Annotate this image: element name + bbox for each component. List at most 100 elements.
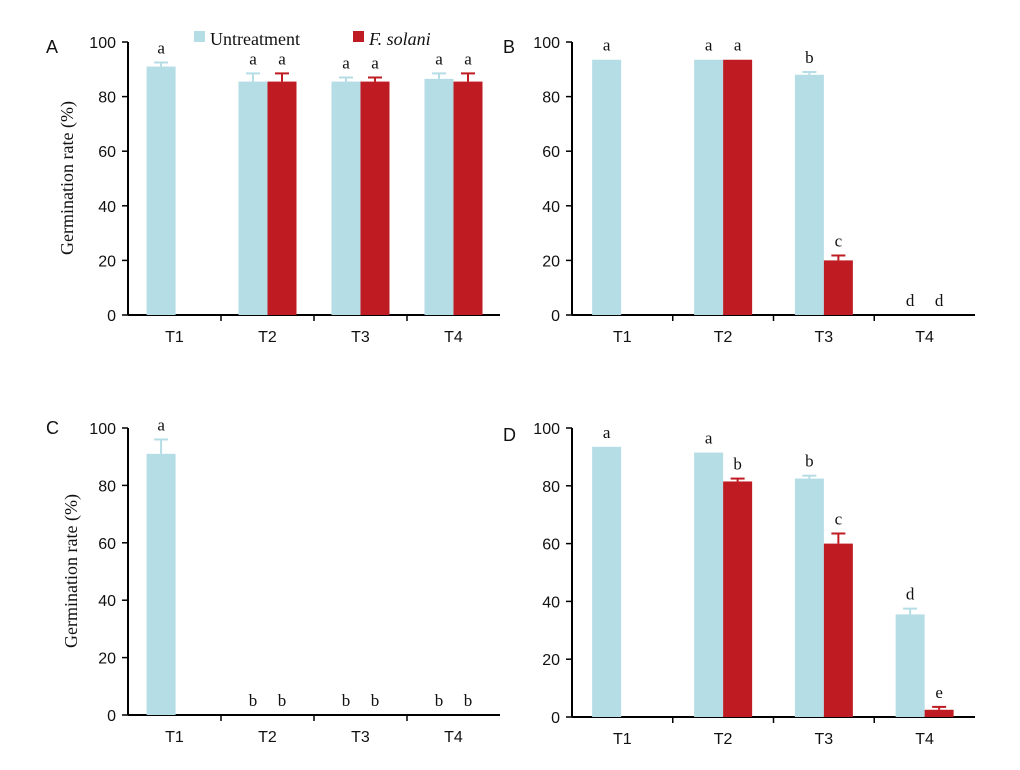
y-tick-label: 60 <box>542 537 560 554</box>
significance-letter: b <box>464 691 473 710</box>
y-tick-label: 40 <box>542 199 560 216</box>
bar-fsolani <box>723 481 753 717</box>
y-tick-label: 60 <box>542 144 560 161</box>
significance-letter: a <box>278 49 286 68</box>
y-tick-label: 40 <box>542 594 560 611</box>
chart-panel-a: A 0 20 40 60 80 100 Germination rate (%) T1 a T2 a a… <box>46 35 500 346</box>
bar-untreatment <box>794 74 824 315</box>
y-tick-label: 0 <box>107 308 116 325</box>
significance-letter: b <box>371 691 380 710</box>
significance-letter: e <box>935 683 943 702</box>
y-tick-label: 100 <box>89 421 116 438</box>
chart-panel-b: B 0 20 40 60 80 100 T1 a T2 a a T3 b c T4 d d <box>503 35 975 346</box>
significance-letter: a <box>157 415 165 434</box>
significance-letter: d <box>935 291 944 310</box>
y-tick-label: 20 <box>98 651 116 668</box>
y-tick-label: 60 <box>98 144 116 161</box>
bar-fsolani <box>267 81 297 316</box>
bar-untreatment <box>424 78 454 315</box>
significance-letter: a <box>157 38 165 57</box>
x-tick-label: T3 <box>815 731 834 748</box>
x-tick-label: T2 <box>714 329 733 346</box>
significance-letter: a <box>734 36 742 55</box>
bar-untreatment <box>694 59 724 316</box>
x-tick-label: T1 <box>165 729 184 746</box>
significance-letter: d <box>906 585 915 604</box>
significance-letter: a <box>705 36 713 55</box>
x-tick-label: T3 <box>351 329 370 346</box>
significance-letter: a <box>464 49 472 68</box>
y-tick-label: 80 <box>542 90 560 107</box>
x-tick-label: T1 <box>165 329 184 346</box>
y-tick-label: 100 <box>533 421 560 438</box>
y-tick-label: 40 <box>98 199 116 216</box>
bar-untreatment <box>694 452 724 717</box>
significance-letter: a <box>435 49 443 68</box>
y-tick-label: 60 <box>98 536 116 553</box>
y-axis-label: Germination rate (%) <box>61 494 82 648</box>
x-tick-label: T2 <box>258 329 277 346</box>
significance-letter: d <box>906 291 915 310</box>
y-tick-label: 80 <box>98 90 116 107</box>
significance-letter: c <box>835 509 843 528</box>
significance-letter: b <box>278 691 287 710</box>
significance-letter: a <box>603 423 611 442</box>
y-tick-label: 80 <box>542 479 560 496</box>
bar-untreatment <box>592 446 622 717</box>
x-tick-label: T4 <box>444 729 463 746</box>
y-tick-label: 0 <box>551 710 560 727</box>
bar-fsolani <box>723 59 753 316</box>
y-tick-label: 80 <box>98 478 116 495</box>
x-tick-label: T1 <box>613 329 632 346</box>
significance-letter: a <box>603 36 611 55</box>
y-tick-label: 100 <box>89 35 116 52</box>
bar-fsolani <box>924 709 954 717</box>
y-axis-label: Germination rate (%) <box>57 101 78 255</box>
significance-letter: a <box>371 53 379 72</box>
x-tick-label: T2 <box>714 731 733 748</box>
panel-label: A <box>46 37 58 57</box>
panel-label: D <box>503 425 516 445</box>
y-tick-label: 20 <box>542 253 560 270</box>
legend: Untreatment F. solani <box>194 29 431 49</box>
bar-untreatment <box>238 81 268 316</box>
bar-fsolani <box>823 260 853 315</box>
bar-fsolani <box>823 543 853 717</box>
y-tick-label: 20 <box>542 652 560 669</box>
y-tick-label: 0 <box>551 308 560 325</box>
significance-letter: a <box>342 53 350 72</box>
x-tick-label: T4 <box>444 329 463 346</box>
x-tick-label: T2 <box>258 729 277 746</box>
bar-untreatment <box>592 59 622 316</box>
y-tick-label: 40 <box>98 593 116 610</box>
x-tick-label: T4 <box>915 329 934 346</box>
y-tick-label: 20 <box>98 253 116 270</box>
x-tick-label: T4 <box>915 731 934 748</box>
x-tick-label: T3 <box>815 329 834 346</box>
significance-letter: b <box>733 455 742 474</box>
significance-letter: a <box>705 429 713 448</box>
bar-untreatment <box>331 81 361 316</box>
bar-fsolani <box>360 81 390 316</box>
significance-letter: b <box>805 452 814 471</box>
panel-label: C <box>46 418 59 438</box>
legend-swatch-fsolani <box>353 31 364 42</box>
significance-letter: b <box>342 691 351 710</box>
panel-label: B <box>503 37 515 57</box>
significance-letter: b <box>435 691 444 710</box>
chart-panel-c: C 0 20 40 60 80 100 Germination rate (%) T1 a T2 b b… <box>46 415 500 746</box>
chart-panel-d: D 0 20 40 60 80 100 T1 a T2 a b T3 b c T4 d e <box>503 421 975 748</box>
legend-label-untreatment: Untreatment <box>210 29 300 49</box>
x-tick-label: T1 <box>613 731 632 748</box>
bar-untreatment <box>146 66 176 315</box>
significance-letter: b <box>805 48 814 67</box>
y-tick-label: 100 <box>533 35 560 52</box>
bar-untreatment <box>895 614 925 717</box>
bar-untreatment <box>794 478 824 717</box>
bar-untreatment <box>146 453 176 715</box>
significance-letter: c <box>835 231 843 250</box>
bar-fsolani <box>453 81 483 316</box>
legend-label-fsolani: F. solani <box>368 29 431 49</box>
x-tick-label: T3 <box>351 729 370 746</box>
